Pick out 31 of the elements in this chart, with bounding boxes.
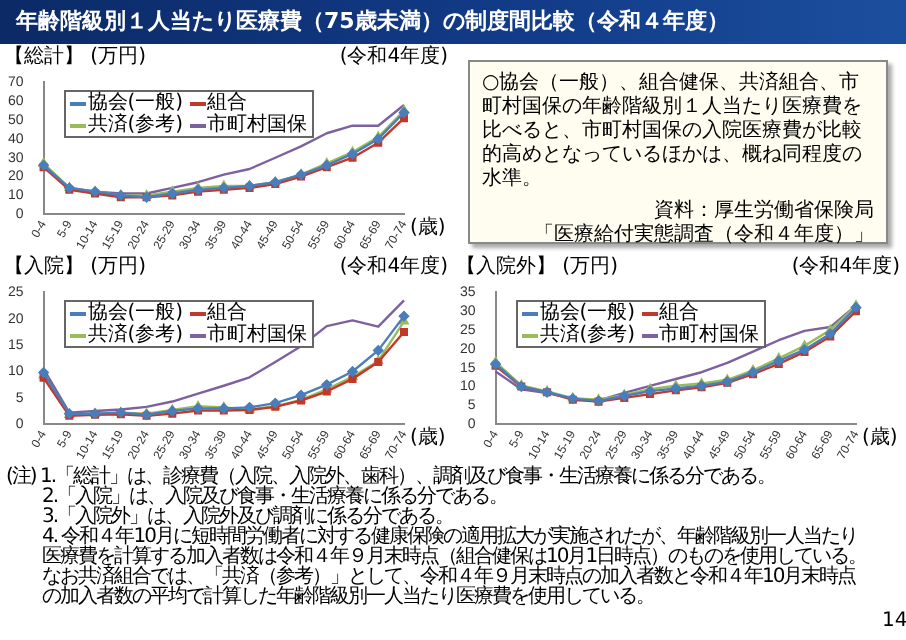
text: (令和4年度) (339, 46, 448, 70)
chart-title: 年齢階級別１人当たり医療費（75歳未満）の制度間比較（令和４年度） (0, 0, 906, 44)
text: 「医療給付実態調査（令和４年度）」 (532, 224, 874, 248)
text: 【総計】 (万円) (4, 46, 146, 68)
legend-label: 協会(一般) (85, 92, 184, 115)
legend-label: 組合 (657, 302, 700, 325)
text: なお共済組合では、「共済（参考）」として、令和４年９月末時点の加入者数と令和４年10月末時点の加入者数の平均で計算した年齢階級別一人当たり医療費を使用している。 (40, 566, 858, 608)
legend-label: 組合 (205, 92, 248, 115)
x-axis-title: (歳) (410, 215, 446, 240)
legend-label: 市町村国保 (205, 324, 308, 347)
text: (注) 1.「総計」は、診療費（入院、入院外、歯科）、調剤及び食事・生活療養に係る分である。 (6, 466, 778, 488)
legend-label: 市町村国保 (657, 324, 760, 347)
x-axis-title: (歳) (862, 425, 898, 450)
text: 資料：厚生労働省保険局 (652, 200, 874, 223)
text: (令和4年度) (791, 256, 900, 280)
legend-label: 協会(一般) (537, 302, 636, 325)
text: ○協会（一般）、組合健保、共済組合、市町村国保の年齢階級別１人当たり医療費を比べると、市町村国保の入院医療費が比較的高めとなっているほかは、概ね同程度の水準。 (482, 72, 864, 192)
text: 【入院外】 (万円) (456, 256, 618, 278)
text: 【入院】 (万円) (4, 256, 146, 278)
x-axis-title: (歳) (410, 425, 446, 450)
text: 3.「入院外」は、入院外及び調剤に係る分である。 (40, 506, 454, 528)
text: (令和4年度) (339, 256, 448, 280)
legend-label: 共済(参考) (85, 114, 184, 137)
legend-label: 協会(一般) (85, 302, 184, 325)
text: 14 (882, 610, 906, 632)
legend-label: 市町村国保 (205, 114, 308, 137)
legend-label: 組合 (205, 302, 248, 325)
text: 2.「入院」は、入院及び食事・生活療養に係る分である。 (40, 486, 510, 508)
legend-label: 共済(参考) (537, 324, 636, 347)
text: 4. 令和４年10月に短時間労働者に対する健康保険の適用拡大が実施されたが、年齢階級別一人当たり医療費を計算する加入者数は令和４年９月末時点（組合健保は10月1日時点）のものを使用している。 (40, 526, 869, 568)
legend-label: 共済(参考) (85, 324, 184, 347)
